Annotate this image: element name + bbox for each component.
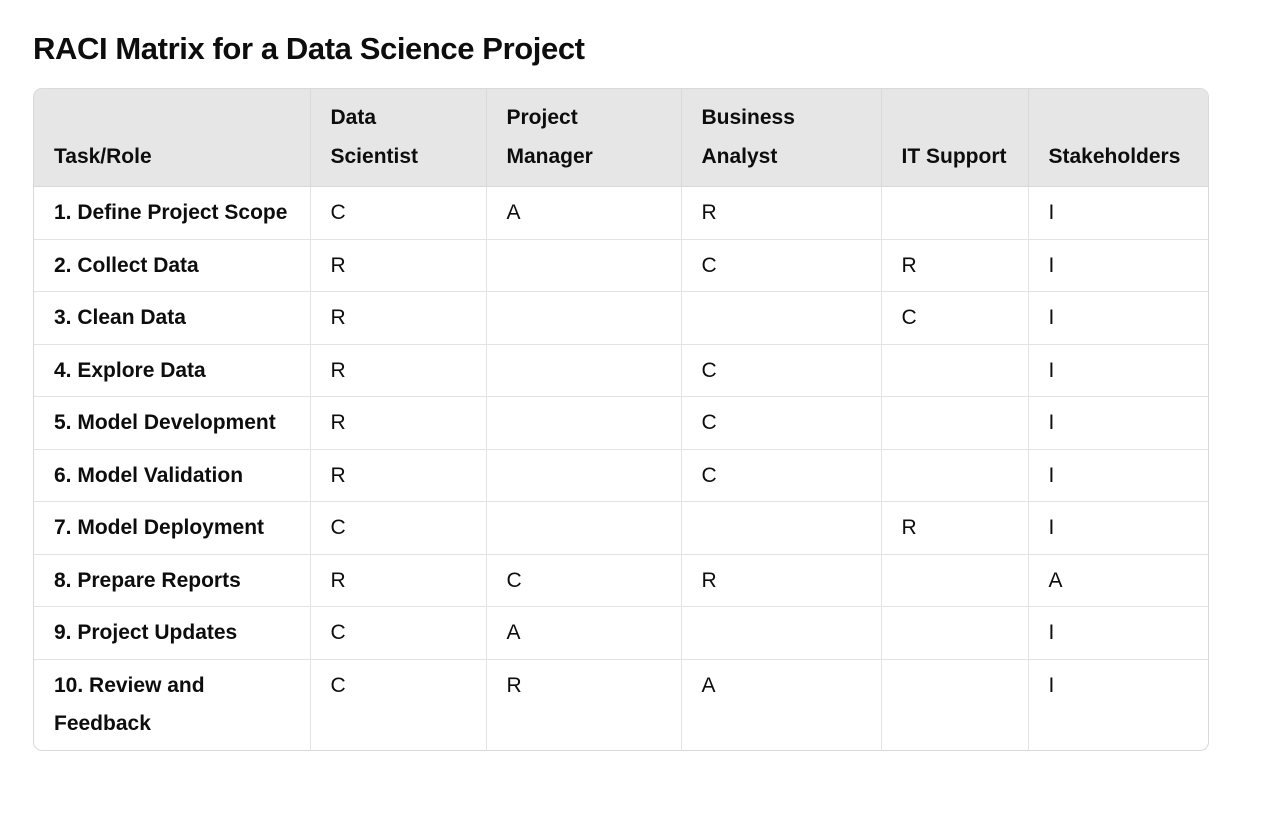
- table-header: Task/Role Data Scientist Project Manager…: [34, 89, 1208, 187]
- raci-cell: [881, 606, 1029, 660]
- raci-cell: I: [1028, 449, 1208, 502]
- raci-cell: [486, 344, 682, 397]
- raci-table-container: Task/Role Data Scientist Project Manager…: [33, 88, 1209, 751]
- raci-cell: I: [1028, 396, 1208, 450]
- raci-cell: I: [1028, 606, 1208, 660]
- raci-cell: R: [681, 554, 882, 607]
- raci-cell: I: [1028, 344, 1208, 397]
- table-row: 8. Prepare Reports R C R A: [34, 554, 1208, 607]
- raci-cell: R: [310, 396, 487, 450]
- task-cell: 1. Define Project Scope: [34, 186, 311, 240]
- raci-cell: [681, 291, 882, 345]
- table-row: 5. Model Development R C I: [34, 396, 1208, 450]
- header-cell-it-support: IT Support: [881, 89, 1029, 187]
- table-row: 1. Define Project Scope C A R I: [34, 186, 1208, 240]
- header-cell-stakeholders: Stakeholders: [1028, 89, 1208, 187]
- raci-cell: A: [486, 606, 682, 660]
- header-row: Task/Role Data Scientist Project Manager…: [34, 89, 1208, 187]
- task-cell: 8. Prepare Reports: [34, 554, 311, 607]
- raci-cell: R: [681, 186, 882, 240]
- raci-cell: [881, 554, 1029, 607]
- raci-cell: I: [1028, 186, 1208, 240]
- raci-cell: [681, 606, 882, 660]
- raci-cell: [881, 396, 1029, 450]
- raci-cell: A: [486, 186, 682, 240]
- raci-cell: C: [310, 186, 487, 240]
- table-row: 3. Clean Data R C I: [34, 291, 1208, 345]
- raci-cell: C: [310, 606, 487, 660]
- page-title: RACI Matrix for a Data Science Project: [33, 31, 585, 66]
- raci-cell: R: [881, 239, 1029, 292]
- raci-cell: R: [310, 554, 487, 607]
- task-cell: 7. Model Deployment: [34, 501, 311, 555]
- raci-cell: C: [881, 291, 1029, 345]
- page: RACI Matrix for a Data Science Project T…: [33, 31, 1209, 751]
- table-row: 10. Review and Feedback C R A I: [34, 659, 1208, 750]
- raci-cell: C: [681, 344, 882, 397]
- header-cell-task-role: Task/Role: [34, 89, 311, 187]
- raci-cell: C: [681, 396, 882, 450]
- table-row: 7. Model Deployment C R I: [34, 501, 1208, 555]
- raci-cell: [881, 659, 1029, 750]
- raci-cell: [681, 501, 882, 555]
- raci-cell: A: [1028, 554, 1208, 607]
- task-cell: 2. Collect Data: [34, 239, 311, 292]
- raci-cell: C: [310, 659, 487, 750]
- table-row: 4. Explore Data R C I: [34, 344, 1208, 397]
- raci-cell: [486, 449, 682, 502]
- raci-cell: C: [310, 501, 487, 555]
- raci-cell: [881, 344, 1029, 397]
- raci-cell: [881, 449, 1029, 502]
- raci-cell: C: [486, 554, 682, 607]
- raci-cell: [881, 186, 1029, 240]
- raci-cell: R: [310, 291, 487, 345]
- task-cell: 6. Model Validation: [34, 449, 311, 502]
- raci-cell: I: [1028, 501, 1208, 555]
- task-cell: 10. Review and Feedback: [34, 659, 311, 750]
- raci-cell: R: [310, 449, 487, 502]
- raci-cell: C: [681, 239, 882, 292]
- task-cell: 3. Clean Data: [34, 291, 311, 345]
- header-cell-project-manager: Project Manager: [486, 89, 682, 187]
- task-cell: 9. Project Updates: [34, 606, 311, 660]
- task-cell: 5. Model Development: [34, 396, 311, 450]
- raci-cell: R: [310, 344, 487, 397]
- header-cell-data-scientist: Data Scientist: [310, 89, 487, 187]
- raci-cell: I: [1048, 673, 1055, 697]
- raci-cell: [486, 396, 682, 450]
- table-row: 9. Project Updates C A I: [34, 606, 1208, 660]
- raci-table: Task/Role Data Scientist Project Manager…: [34, 89, 1208, 750]
- table-row: 2. Collect Data R C R I: [34, 239, 1208, 292]
- task-cell: 4. Explore Data: [34, 344, 311, 397]
- table-body: 1. Define Project Scope C A R I 2. Colle…: [34, 186, 1208, 750]
- raci-cell: R: [310, 239, 487, 292]
- raci-cell: [486, 291, 682, 345]
- raci-cell: I: [1028, 291, 1208, 345]
- raci-cell: C: [681, 449, 882, 502]
- raci-cell: A: [681, 659, 882, 750]
- raci-cell: R: [486, 659, 682, 750]
- raci-cell: I: [1028, 239, 1208, 292]
- raci-cell: [486, 501, 682, 555]
- header-cell-business-analyst: Business Analyst: [681, 89, 882, 187]
- table-row: 6. Model Validation R C I: [34, 449, 1208, 502]
- raci-cell: [486, 239, 682, 292]
- raci-cell: R: [881, 501, 1029, 555]
